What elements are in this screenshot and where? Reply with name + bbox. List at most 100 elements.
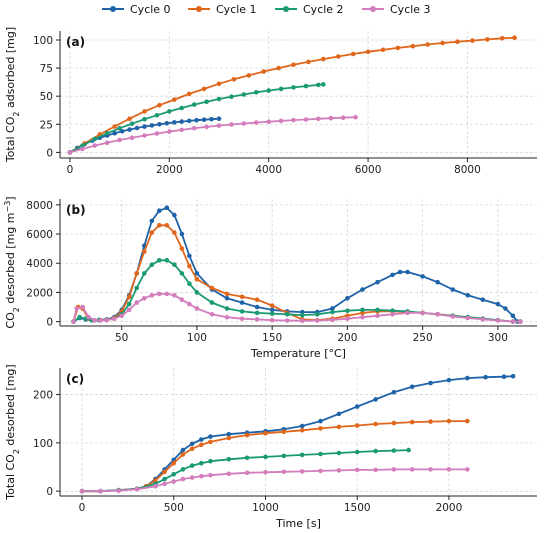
x-tick-label: 4000 bbox=[255, 164, 282, 176]
data-point bbox=[446, 377, 452, 383]
data-point bbox=[318, 426, 323, 431]
data-point bbox=[510, 373, 516, 379]
data-point bbox=[391, 467, 397, 472]
x-tick-label: 0 bbox=[79, 502, 86, 514]
data-point bbox=[315, 318, 320, 323]
data-point bbox=[390, 272, 395, 278]
x-tick-label: 8000 bbox=[454, 164, 481, 176]
data-point bbox=[111, 316, 117, 322]
data-point bbox=[397, 269, 403, 275]
data-point bbox=[134, 300, 139, 305]
data-point bbox=[390, 308, 395, 314]
data-point bbox=[172, 120, 177, 125]
data-point bbox=[229, 94, 234, 99]
data-point bbox=[480, 317, 486, 322]
series-line bbox=[69, 83, 324, 154]
data-point bbox=[269, 307, 275, 313]
data-point bbox=[127, 116, 132, 121]
x-axis-label: Time [s] bbox=[275, 517, 321, 530]
panel-a: 0 2000 4000 6000 8000 0 25 50 75 100 (a) Total CO2 … bbox=[4, 27, 537, 176]
legend-marker bbox=[110, 6, 116, 12]
data-point bbox=[316, 116, 321, 122]
data-point bbox=[179, 297, 185, 303]
data-point bbox=[300, 312, 305, 318]
data-point bbox=[318, 468, 323, 474]
data-point bbox=[261, 69, 267, 74]
data-point bbox=[450, 314, 456, 319]
data-point bbox=[328, 115, 334, 121]
data-point bbox=[224, 314, 230, 320]
data-point bbox=[79, 488, 85, 494]
data-point bbox=[495, 318, 501, 323]
y-tick-label: 25 bbox=[40, 119, 53, 131]
data-point bbox=[201, 86, 207, 92]
data-point bbox=[306, 59, 311, 65]
data-point bbox=[510, 313, 516, 319]
y-axis-label: Total CO2 adsorbed [mg] bbox=[4, 27, 21, 163]
data-point bbox=[499, 36, 505, 41]
data-point bbox=[428, 380, 433, 386]
data-point bbox=[336, 424, 342, 430]
data-point bbox=[405, 310, 410, 316]
data-point bbox=[354, 449, 360, 455]
data-point bbox=[179, 119, 184, 124]
data-point bbox=[171, 472, 176, 477]
data-point bbox=[189, 463, 195, 468]
x-tick-label: 300 bbox=[488, 332, 508, 344]
data-point bbox=[510, 319, 516, 324]
data-point bbox=[254, 304, 260, 310]
data-point bbox=[189, 475, 195, 480]
series-cycle-2 bbox=[67, 82, 326, 155]
data-point bbox=[354, 404, 360, 409]
data-point bbox=[171, 460, 176, 466]
data-point bbox=[281, 453, 287, 459]
y-tick-label: 100 bbox=[33, 35, 53, 47]
data-point bbox=[299, 452, 305, 458]
data-point bbox=[129, 121, 135, 126]
data-point bbox=[186, 118, 192, 124]
data-point bbox=[194, 290, 200, 295]
data-point bbox=[446, 467, 452, 472]
data-point bbox=[189, 446, 195, 452]
data-point bbox=[149, 293, 155, 298]
y-tick-label: 6000 bbox=[26, 229, 53, 241]
data-point bbox=[208, 472, 213, 478]
data-point bbox=[226, 435, 232, 441]
data-point bbox=[117, 125, 122, 131]
data-point bbox=[194, 306, 200, 311]
data-point bbox=[345, 296, 350, 301]
data-point bbox=[209, 312, 215, 317]
data-point bbox=[263, 430, 268, 436]
legend-marker bbox=[370, 6, 376, 12]
data-point bbox=[71, 319, 76, 324]
data-point bbox=[365, 49, 371, 55]
series-line bbox=[82, 375, 514, 493]
data-point bbox=[209, 285, 215, 291]
x-axis-label: Temperature [°C] bbox=[250, 347, 346, 360]
data-point bbox=[303, 83, 309, 89]
x-tick-label: 2000 bbox=[156, 164, 183, 176]
data-point bbox=[263, 454, 268, 460]
data-point bbox=[446, 418, 452, 424]
data-point bbox=[154, 113, 160, 118]
data-point bbox=[142, 249, 147, 254]
data-point bbox=[391, 389, 397, 395]
data-point bbox=[162, 481, 167, 487]
data-point bbox=[119, 313, 124, 319]
data-point bbox=[67, 150, 73, 155]
data-point bbox=[171, 479, 176, 484]
data-point bbox=[74, 306, 79, 311]
data-point bbox=[276, 65, 281, 71]
data-point bbox=[216, 81, 222, 87]
series-cycle-3 bbox=[79, 467, 470, 494]
data-point bbox=[187, 263, 192, 269]
panel-label: (a) bbox=[66, 35, 85, 49]
data-point bbox=[142, 296, 147, 301]
legend-marker bbox=[196, 6, 202, 12]
legend-label: Cycle 2 bbox=[303, 3, 344, 16]
x-tick-label: 150 bbox=[262, 332, 282, 344]
data-point bbox=[208, 439, 213, 445]
data-point bbox=[321, 82, 326, 87]
data-point bbox=[209, 300, 215, 305]
data-point bbox=[179, 127, 184, 133]
